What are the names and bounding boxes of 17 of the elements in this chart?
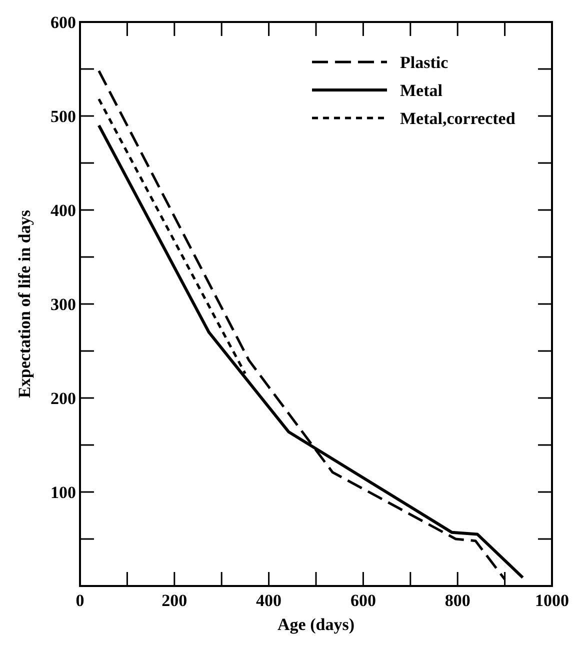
y-tick-label: 100 [50, 483, 76, 502]
legend-label: Plastic [400, 53, 449, 72]
y-tick-label: 400 [50, 201, 76, 220]
y-tick-label: 500 [50, 107, 76, 126]
legend-label: Metal,corrected [400, 109, 516, 128]
x-tick-label: 800 [444, 591, 470, 610]
y-axis-title: Expectation of life in days [15, 210, 34, 398]
y-tick-label: 200 [50, 389, 76, 408]
x-tick-label: 400 [256, 591, 282, 610]
x-tick-label: 200 [162, 591, 188, 610]
x-tick-label: 1000 [535, 591, 569, 610]
y-tick-label: 600 [50, 13, 76, 32]
x-axis-title: Age (days) [278, 615, 354, 634]
x-tick-label: 0 [76, 591, 84, 610]
legend-label: Metal [400, 81, 443, 100]
y-tick-label: 300 [50, 295, 76, 314]
x-tick-label: 600 [350, 591, 376, 610]
